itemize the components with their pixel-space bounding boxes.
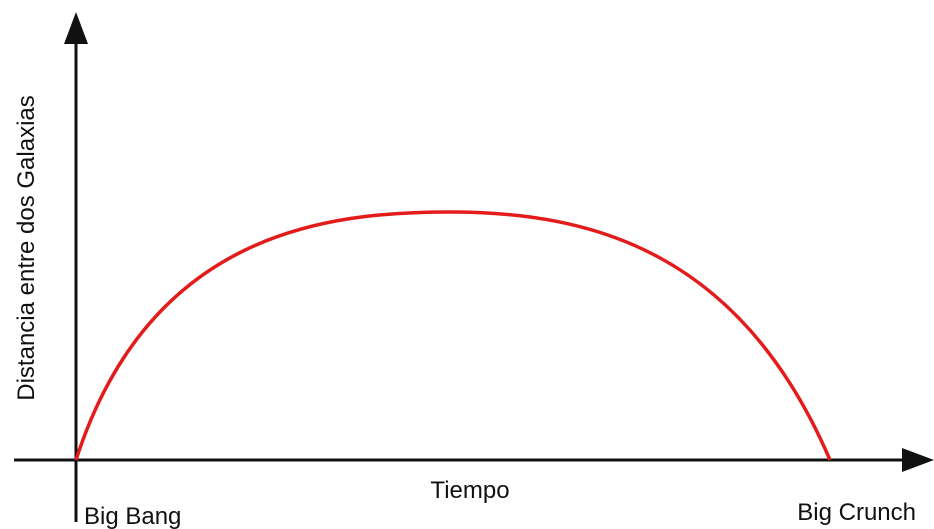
- end-label: Big Crunch: [797, 499, 916, 526]
- curve: [74, 210, 832, 461]
- start-label: Big Bang: [84, 503, 181, 529]
- y-axis-arrow: [64, 12, 88, 44]
- x-axis-arrow: [902, 448, 934, 472]
- x-axis-label: Tiempo: [430, 477, 509, 504]
- y-axis-label: Distancia entre dos Galaxias: [13, 95, 40, 400]
